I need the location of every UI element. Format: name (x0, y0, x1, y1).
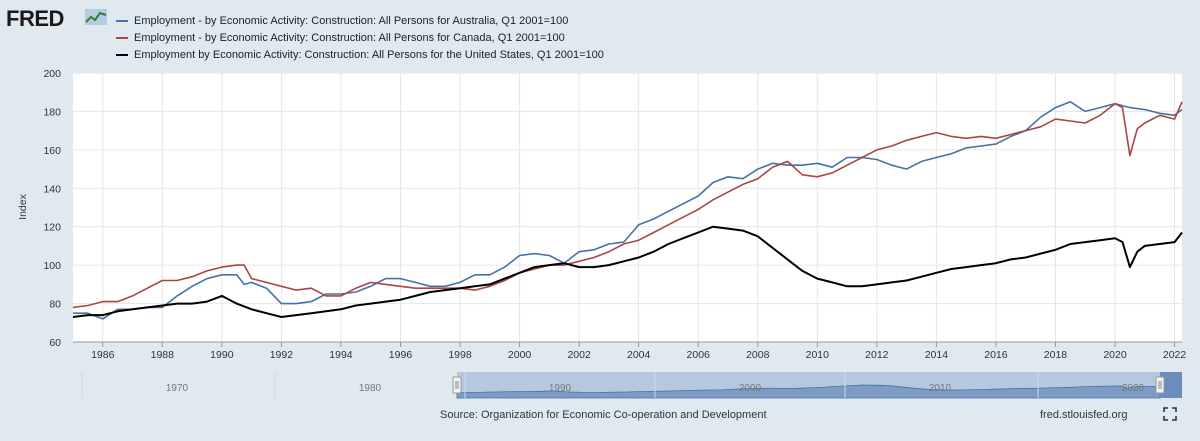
y-tick-label: 60 (49, 337, 61, 349)
series-line-2 (72, 225, 1183, 318)
y-tick-label: 200 (43, 68, 61, 80)
navigator-area (456, 384, 1161, 399)
y-axis-label: Index (17, 193, 29, 219)
legend-label: Employment by Economic Activity: Constru… (134, 48, 604, 61)
legend-item-canada[interactable]: Employment - by Economic Activity: Const… (116, 29, 604, 46)
grid-lines (73, 72, 1182, 342)
chart-line-icon (85, 9, 107, 25)
navigator-tick-label: 2020 (1122, 383, 1145, 394)
y-tick-label: 80 (49, 299, 61, 311)
y-tick-label: 120 (43, 222, 61, 234)
legend-swatch (116, 19, 128, 22)
x-tick-label: 1998 (448, 349, 472, 361)
navigator-handle-right[interactable] (1155, 376, 1165, 394)
legend-item-australia[interactable]: Employment - by Economic Activity: Const… (116, 12, 604, 29)
x-tick-label: 2006 (687, 349, 711, 361)
x-tick-label: 2004 (627, 349, 651, 361)
navigator-tick-label: 2010 (929, 383, 952, 394)
x-tick-label: 1994 (329, 349, 353, 361)
x-tick-label: 1992 (270, 349, 294, 361)
x-tick-label: 2000 (508, 349, 532, 361)
series-line-1 (72, 101, 1183, 309)
series-lines (72, 101, 1183, 320)
y-axis: 60 80 100 120 140 160 180 200 (43, 68, 61, 349)
source-text: Source: Organization for Economic Co-ope… (440, 409, 767, 421)
site-link[interactable]: fred.stlouisfed.org (1040, 409, 1128, 421)
chart-legend: Employment - by Economic Activity: Const… (116, 12, 604, 63)
x-tick-label: 2002 (567, 349, 591, 361)
legend-swatch (116, 36, 128, 39)
x-tick-label: 2012 (865, 349, 889, 361)
navigator-area-tail (1160, 372, 1182, 398)
x-tick-label: 2008 (746, 349, 770, 361)
legend-swatch (116, 53, 128, 56)
range-navigator[interactable]: 1970 1980 1990 2000 2010 2020 (73, 372, 1182, 399)
fred-logo[interactable]: FRED (6, 6, 64, 31)
y-tick-label: 140 (43, 183, 61, 195)
navigator-tick-label: 1990 (549, 383, 572, 394)
x-tick-label: 2014 (925, 349, 949, 361)
legend-item-united-states[interactable]: Employment by Economic Activity: Constru… (116, 46, 604, 63)
fullscreen-icon[interactable] (1163, 407, 1177, 421)
y-tick-label: 160 (43, 145, 61, 157)
x-tick-label: 1990 (210, 349, 234, 361)
x-tick-label: 2018 (1044, 349, 1068, 361)
x-tick-label: 2022 (1163, 349, 1187, 361)
navigator-tick-label: 1970 (166, 383, 189, 394)
x-tick-label: 2016 (984, 349, 1008, 361)
plot-background (73, 73, 1182, 342)
x-tick-label: 2020 (1103, 349, 1127, 361)
legend-label: Employment - by Economic Activity: Const… (134, 14, 569, 27)
x-tick-label: 2010 (806, 349, 830, 361)
x-tick-label: 1996 (389, 349, 413, 361)
navigator-tick-label: 2000 (739, 383, 762, 394)
y-tick-label: 100 (43, 260, 61, 272)
x-tick-label: 1986 (91, 349, 115, 361)
legend-label: Employment - by Economic Activity: Const… (134, 31, 565, 44)
y-tick-label: 180 (43, 106, 61, 118)
series-line-0 (73, 101, 1183, 320)
navigator-tick-label: 1980 (359, 383, 382, 394)
navigator-handle-left[interactable] (452, 376, 462, 394)
x-axis: 1986 1988 1990 1992 1994 1996 1998 2000 2002 2004… (73, 341, 1187, 361)
x-tick-label: 1988 (151, 349, 175, 361)
